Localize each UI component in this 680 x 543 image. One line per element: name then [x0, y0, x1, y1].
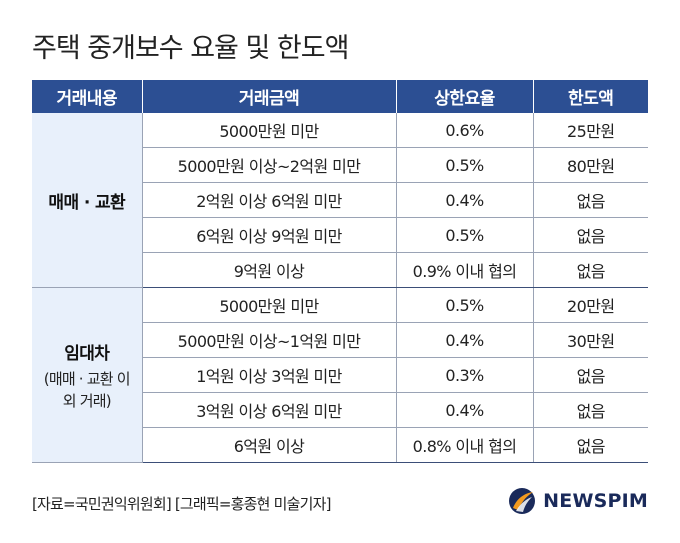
rate-cell: 0.4%	[395, 182, 533, 218]
amount-cell: 5000만원 이상~1억원 미만	[141, 322, 396, 358]
amount-cell: 3억원 이상 6억원 미만	[141, 392, 396, 428]
limit-cell: 없음	[532, 427, 648, 463]
table-row: 6억원 이상 9억원 미만 0.5% 없음	[32, 217, 648, 253]
header-amount: 거래금액	[141, 80, 396, 113]
rate-cell: 0.3%	[395, 357, 533, 393]
limit-cell: 없음	[532, 392, 648, 428]
rate-cell: 0.6%	[395, 113, 533, 148]
amount-cell: 5000만원 미만	[141, 287, 396, 323]
rate-cell: 0.5%	[395, 217, 533, 253]
rate-cell: 0.5%	[395, 147, 533, 183]
category-lease: 임대차 (매매 · 교환 이외 거래)	[32, 287, 142, 463]
newspim-swoosh-icon	[509, 488, 536, 514]
category-sublabel: (매매 · 교환 이외 거래)	[43, 369, 131, 410]
newspim-logo: NEWSPIM	[507, 486, 648, 516]
limit-cell: 없음	[532, 182, 648, 218]
amount-cell: 6억원 이상 9억원 미만	[141, 217, 396, 253]
limit-cell: 25만원	[532, 113, 648, 148]
amount-cell: 6억원 이상	[141, 427, 396, 463]
amount-cell: 2억원 이상 6억원 미만	[141, 182, 396, 218]
table-row: 9억원 이상 0.9% 이내 협의 없음	[32, 252, 648, 288]
limit-cell: 없음	[532, 252, 648, 288]
limit-cell: 없음	[532, 357, 648, 393]
rate-cell: 0.4%	[395, 322, 533, 358]
limit-cell: 20만원	[532, 287, 648, 323]
rate-cell: 0.5%	[395, 287, 533, 323]
table-row: 임대차 (매매 · 교환 이외 거래) 5000만원 미만 0.5% 20만원	[32, 287, 648, 463]
header-limit: 한도액	[532, 80, 648, 113]
header-transaction-type: 거래내용	[32, 80, 142, 113]
table-row: 3억원 이상 6억원 미만 0.4% 없음	[32, 392, 648, 428]
category-label: 매매 · 교환	[48, 192, 126, 213]
table-row: 2억원 이상 6억원 미만 0.4% 없음	[32, 182, 648, 218]
logo-text: NEWSPIM	[543, 490, 648, 512]
table-row: 6억원 이상 0.8% 이내 협의 없음	[32, 427, 648, 463]
amount-cell: 9억원 이상	[141, 252, 396, 288]
table-row: 매매 · 교환 5000만원 미만 0.6% 25만원	[32, 113, 648, 288]
fee-table: 거래내용 거래금액 상한요율 한도액 매매 · 교환 5000만원 미만 0.6…	[32, 80, 648, 463]
amount-cell: 5000만원 이상~2억원 미만	[141, 147, 396, 183]
rate-cell: 0.9% 이내 협의	[395, 252, 533, 288]
rate-cell: 0.4%	[395, 392, 533, 428]
category-sale-exchange: 매매 · 교환	[32, 113, 142, 288]
rate-cell: 0.8% 이내 협의	[395, 427, 533, 463]
page-title: 주택 중개보수 요율 및 한도액	[32, 33, 349, 64]
table-header-row: 거래내용 거래금액 상한요율 한도액	[32, 80, 648, 113]
limit-cell: 80만원	[532, 147, 648, 183]
source-credit: [자료=국민권익위원회] [그래픽=홍종현 미술기자]	[32, 495, 331, 513]
table-row: 5000만원 이상~1억원 미만 0.4% 30만원	[32, 322, 648, 358]
amount-cell: 1억원 이상 3억원 미만	[141, 357, 396, 393]
limit-cell: 30만원	[532, 322, 648, 358]
table-row: 1억원 이상 3억원 미만 0.3% 없음	[32, 357, 648, 393]
header-rate: 상한요율	[395, 80, 533, 113]
category-label: 임대차	[64, 343, 110, 364]
limit-cell: 없음	[532, 217, 648, 253]
table-row: 5000만원 이상~2억원 미만 0.5% 80만원	[32, 147, 648, 183]
amount-cell: 5000만원 미만	[141, 113, 396, 148]
